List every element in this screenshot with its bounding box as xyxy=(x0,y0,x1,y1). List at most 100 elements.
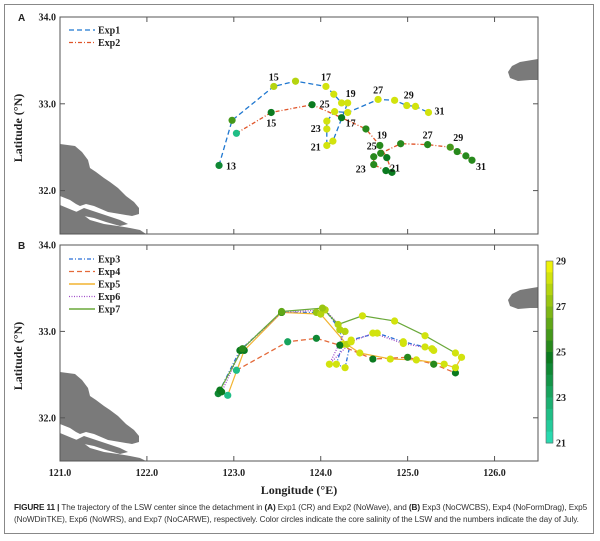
land-mass-east xyxy=(508,59,538,81)
land-mass-mid xyxy=(76,436,128,454)
salinity-point-exp7 xyxy=(451,349,460,357)
salinity-point-exp4 xyxy=(336,341,344,349)
caption-text-1: The trajectory of the LSW center since t… xyxy=(59,503,265,512)
x-tick-label: 125.0 xyxy=(396,468,419,479)
plot-frame-a xyxy=(59,16,539,235)
salinity-point-exp1 xyxy=(291,77,300,85)
salinity-point-exp1 xyxy=(374,95,382,104)
salinity-point-exp4 xyxy=(312,334,320,342)
colorbar-segment xyxy=(546,386,553,398)
salinity-point-exp4 xyxy=(451,369,460,377)
salinity-point-exp6 xyxy=(341,327,349,335)
colorbar-tick-label: 29 xyxy=(556,257,566,268)
day-label: 17 xyxy=(346,119,356,130)
plot-frame-b xyxy=(59,244,539,462)
salinity-point-exp2 xyxy=(267,108,275,117)
trajectory-line-exp7 xyxy=(219,307,456,391)
land-mass-mainland xyxy=(60,372,139,444)
salinity-point-exp1 xyxy=(228,116,236,124)
land-b xyxy=(60,287,538,461)
y-tick-label: 32.0 xyxy=(39,186,57,197)
colorbar-segment xyxy=(546,261,553,273)
figure-frame xyxy=(4,4,594,534)
colorbar: 21 23 25 27 29 xyxy=(545,257,566,450)
land-mass-east xyxy=(508,287,538,309)
colorbar-segment xyxy=(546,272,553,285)
salinity-point-exp2 xyxy=(337,114,346,122)
panel-b: 121.0 122.0 123.0 124.0 125.0 126.0 32.0 33.0 34… xyxy=(11,241,539,497)
salinity-point-exp2 xyxy=(462,152,470,160)
day-label: 27 xyxy=(423,131,433,142)
colorbar-segment xyxy=(546,363,553,376)
salinity-point-exp6 xyxy=(399,339,407,348)
colorbar-segment xyxy=(546,329,553,342)
salinity-point-exp5 xyxy=(412,356,420,364)
x-tick-label: 123.0 xyxy=(223,468,246,479)
x-tick-label: 122.0 xyxy=(136,468,159,479)
legend-label-exp4: Exp4 xyxy=(98,267,120,278)
salinity-point-exp4 xyxy=(430,360,438,368)
salinity-point-exp3 xyxy=(332,360,340,368)
colorbar-segment xyxy=(546,420,553,433)
salinity-point-exp2 xyxy=(446,143,454,151)
salinity-point-exp1 xyxy=(330,90,338,98)
salinity-point-exp6 xyxy=(325,360,334,368)
salinity-point-exp2 xyxy=(370,160,378,169)
day-label: 23 xyxy=(311,124,321,135)
colorbar-segment xyxy=(546,408,553,421)
salinity-point-exp1 xyxy=(391,96,399,104)
y-tick-label: 32.0 xyxy=(39,413,57,424)
y-tick-label: 34.0 xyxy=(39,13,57,24)
salinity-point-exp1 xyxy=(329,137,337,145)
y-axis-title-a: Latitude (°N) xyxy=(11,94,25,162)
legend-label-exp5: Exp5 xyxy=(98,280,120,291)
salinity-point-exp3 xyxy=(341,364,349,372)
land-mass-mainland xyxy=(60,144,139,216)
salinity-point-exp4 xyxy=(404,353,412,361)
salinity-point-exp1 xyxy=(323,117,331,125)
day-label: 17 xyxy=(321,72,331,83)
land-a xyxy=(60,59,538,234)
caption-label: FIGURE 11 | xyxy=(14,503,60,512)
land-mass-mid xyxy=(76,208,128,226)
salinity-point-exp3 xyxy=(421,343,429,351)
salinity-point-exp7 xyxy=(358,312,367,320)
salinity-point-exp6 xyxy=(428,345,436,353)
colorbar-segment xyxy=(546,340,553,353)
salinity-point-exp5 xyxy=(451,364,460,372)
salinity-point-exp1 xyxy=(337,99,346,107)
colorbar-segment xyxy=(546,295,553,307)
trajectory-line-exp2 xyxy=(236,104,473,174)
day-label: 21 xyxy=(311,142,321,153)
salinity-point-exp1 xyxy=(270,82,278,91)
y-tick-label: 33.0 xyxy=(39,99,57,110)
day-label: 25 xyxy=(320,100,330,111)
salinity-point-exp7 xyxy=(318,304,327,312)
panel-letter-a: A xyxy=(18,13,25,24)
legend-label-exp6: Exp6 xyxy=(98,292,120,303)
day-label: 31 xyxy=(476,162,486,173)
salinity-point-exp2 xyxy=(424,140,432,149)
salinity-point-exp1 xyxy=(403,101,411,110)
caption-b: (B) xyxy=(408,503,420,512)
colorbar-segment xyxy=(546,352,553,364)
caption-a: (A) xyxy=(264,503,276,512)
salinity-point-exp2 xyxy=(232,129,241,137)
legend-label-exp1: Exp1 xyxy=(98,26,120,37)
salinity-point-exp1 xyxy=(344,108,352,117)
x-tick-label: 121.0 xyxy=(49,468,72,479)
salinity-point-exp1 xyxy=(322,82,330,91)
salinity-point-exp2 xyxy=(383,154,391,162)
salinity-point-exp7 xyxy=(334,320,342,329)
x-axis-title: Longitude (°E) xyxy=(261,483,337,497)
salinity-point-exp7 xyxy=(391,317,399,325)
day-label: 29 xyxy=(404,91,414,102)
salinity-point-exp1 xyxy=(424,108,433,117)
salinity-point-exp2 xyxy=(382,167,390,175)
day-label: 31 xyxy=(434,106,444,117)
salinity-point-exp5 xyxy=(224,391,232,399)
